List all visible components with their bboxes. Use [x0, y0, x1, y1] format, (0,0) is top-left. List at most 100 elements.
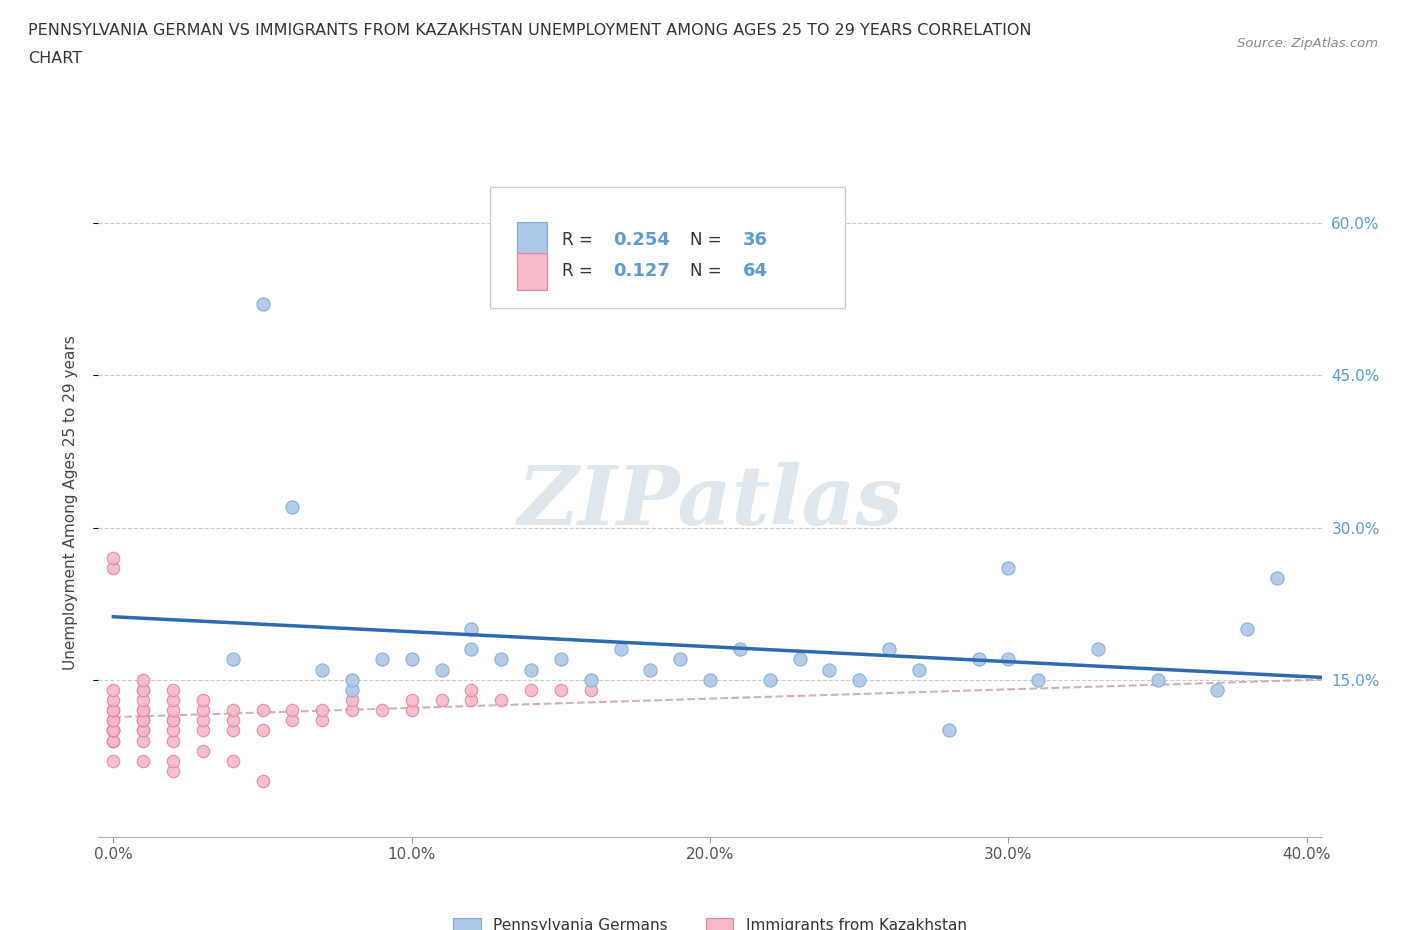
Point [103, 551, 125, 565]
Point [162, 683, 184, 698]
Point [103, 723, 125, 737]
Point [252, 723, 274, 737]
Point [550, 652, 572, 667]
Point [132, 693, 155, 708]
Point [340, 683, 363, 698]
Point [340, 693, 363, 708]
Point [103, 683, 125, 698]
Point [311, 703, 333, 718]
Point [132, 723, 155, 737]
Point [489, 693, 512, 708]
Point [371, 703, 394, 718]
Text: 0.254: 0.254 [613, 232, 671, 249]
Text: 64: 64 [742, 262, 768, 280]
Point [340, 703, 363, 718]
Point [579, 672, 602, 687]
Point [132, 733, 155, 748]
Point [401, 703, 423, 718]
Point [758, 672, 780, 687]
Point [728, 642, 751, 657]
Point [938, 723, 960, 737]
Point [908, 662, 931, 677]
Point [877, 642, 900, 657]
Point [609, 642, 631, 657]
Point [191, 693, 214, 708]
Y-axis label: Unemployment Among Ages 25 to 29 years: Unemployment Among Ages 25 to 29 years [63, 335, 77, 670]
Bar [517, 222, 547, 259]
Point [520, 683, 543, 698]
Point [401, 693, 423, 708]
Point [221, 652, 243, 667]
Point [699, 672, 721, 687]
Point [132, 723, 155, 737]
FancyBboxPatch shape [489, 188, 845, 308]
Point [191, 703, 214, 718]
Point [579, 683, 602, 698]
Point [103, 723, 125, 737]
Bar [517, 253, 547, 290]
Point [460, 642, 482, 657]
Point [281, 713, 304, 728]
Point [103, 723, 125, 737]
Point [848, 672, 870, 687]
Point [460, 621, 482, 636]
Point [162, 753, 184, 768]
Point [103, 561, 125, 576]
Point [221, 713, 243, 728]
Point [1236, 621, 1258, 636]
Point [132, 713, 155, 728]
Legend: Pennsylvania Germans, Immigrants from Kazakhstan: Pennsylvania Germans, Immigrants from Ka… [447, 911, 973, 930]
Point [460, 683, 482, 698]
Text: R =: R = [562, 232, 598, 249]
Point [252, 703, 274, 718]
Point [162, 764, 184, 778]
Point [967, 652, 990, 667]
Point [162, 713, 184, 728]
Point [103, 753, 125, 768]
Point [460, 693, 482, 708]
Point [132, 703, 155, 718]
Point [281, 703, 304, 718]
Point [311, 662, 333, 677]
Text: R =: R = [562, 262, 598, 280]
Point [132, 713, 155, 728]
Point [221, 703, 243, 718]
Point [162, 733, 184, 748]
Point [103, 693, 125, 708]
Point [311, 713, 333, 728]
Point [818, 662, 841, 677]
Point [340, 672, 363, 687]
Point [550, 683, 572, 698]
Point [281, 499, 304, 514]
Text: 36: 36 [742, 232, 768, 249]
Point [489, 652, 512, 667]
Point [132, 672, 155, 687]
Text: Source: ZipAtlas.com: Source: ZipAtlas.com [1237, 37, 1378, 50]
Point [252, 297, 274, 312]
Point [1206, 683, 1229, 698]
Point [162, 693, 184, 708]
Point [997, 561, 1019, 576]
Point [103, 713, 125, 728]
Point [132, 683, 155, 698]
Point [371, 652, 394, 667]
Point [1265, 571, 1288, 586]
Point [520, 662, 543, 677]
Point [1087, 642, 1109, 657]
Point [162, 723, 184, 737]
Text: CHART: CHART [28, 51, 82, 66]
Point [191, 713, 214, 728]
Point [103, 703, 125, 718]
Text: ZIPatlas: ZIPatlas [517, 462, 903, 542]
Text: PENNSYLVANIA GERMAN VS IMMIGRANTS FROM KAZAKHSTAN UNEMPLOYMENT AMONG AGES 25 TO : PENNSYLVANIA GERMAN VS IMMIGRANTS FROM K… [28, 23, 1032, 38]
Point [103, 713, 125, 728]
Point [191, 743, 214, 758]
Point [221, 753, 243, 768]
Point [789, 652, 811, 667]
Point [162, 703, 184, 718]
Point [640, 662, 662, 677]
Point [103, 703, 125, 718]
Text: 0.127: 0.127 [613, 262, 671, 280]
Text: N =: N = [690, 232, 727, 249]
Point [132, 703, 155, 718]
